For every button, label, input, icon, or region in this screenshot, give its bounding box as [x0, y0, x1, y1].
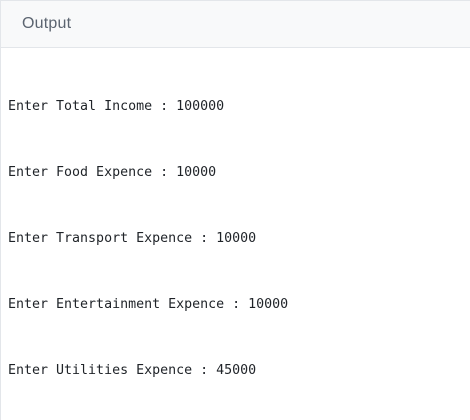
- output-header: Output: [1, 1, 470, 48]
- console-line-entertainment-input: Enter Entertainment Expence : 10000: [8, 297, 289, 312]
- console-line-utilities-input: Enter Utilities Expence : 45000: [8, 363, 257, 378]
- console-line-transport-input: Enter Transport Expence : 10000: [8, 231, 257, 246]
- console-line-income: Enter Total Income : 100000: [8, 99, 225, 114]
- console-output[interactable]: Enter Total Income : 100000 Enter Food E…: [1, 48, 470, 420]
- output-title: Output: [22, 15, 72, 32]
- console-line-food-input: Enter Food Expence : 10000: [8, 165, 217, 180]
